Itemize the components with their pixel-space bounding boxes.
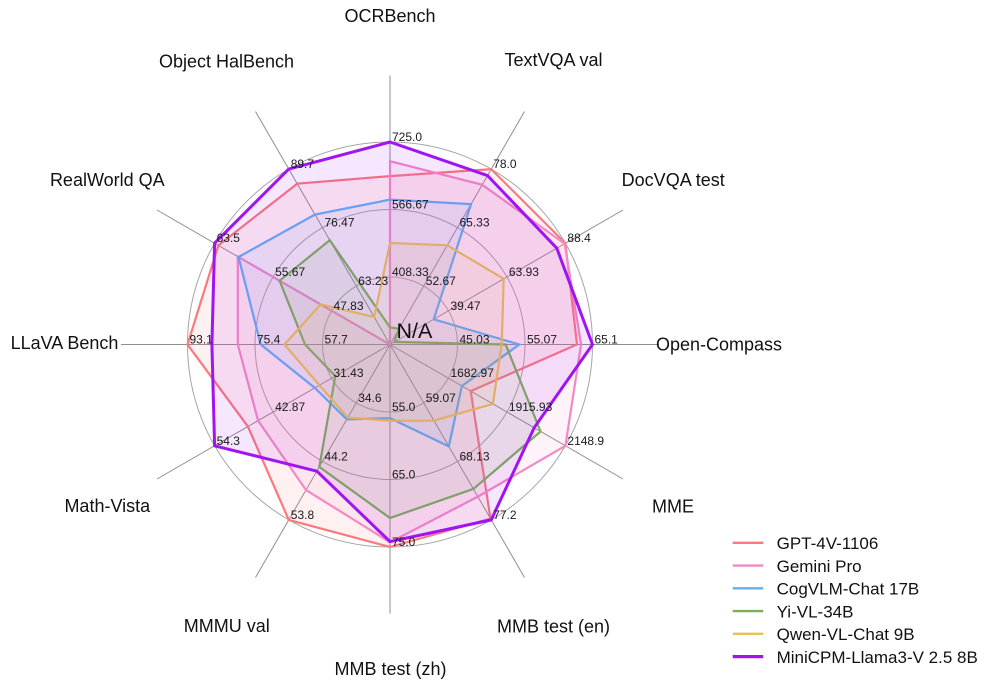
svg-text:65.0: 65.0	[392, 468, 416, 482]
svg-text:63.93: 63.93	[509, 265, 539, 279]
svg-text:93.1: 93.1	[190, 333, 214, 347]
svg-text:Object HalBench: Object HalBench	[159, 51, 294, 71]
svg-text:53.8: 53.8	[291, 508, 315, 522]
svg-text:55.0: 55.0	[392, 400, 416, 414]
svg-text:725.0: 725.0	[392, 130, 422, 144]
svg-text:GPT-4V-1106: GPT-4V-1106	[777, 534, 879, 553]
svg-text:MME: MME	[652, 497, 694, 517]
svg-text:MiniCPM-Llama3-V 2.5 8B: MiniCPM-Llama3-V 2.5 8B	[777, 648, 978, 667]
svg-text:39.47: 39.47	[451, 299, 481, 313]
svg-text:MMB test (en): MMB test (en)	[497, 616, 610, 636]
svg-text:34.6: 34.6	[358, 391, 382, 405]
svg-text:44.2: 44.2	[325, 449, 349, 463]
svg-text:N/A: N/A	[397, 319, 434, 343]
svg-text:59.07: 59.07	[426, 391, 456, 405]
svg-text:54.3: 54.3	[217, 434, 241, 448]
svg-text:57.7: 57.7	[325, 333, 349, 347]
svg-text:CogVLM-Chat 17B: CogVLM-Chat 17B	[777, 580, 920, 599]
svg-text:76.47: 76.47	[325, 216, 355, 230]
svg-text:75.0: 75.0	[392, 535, 416, 549]
svg-text:OCRBench: OCRBench	[344, 6, 435, 26]
svg-text:Qwen-VL-Chat 9B: Qwen-VL-Chat 9B	[777, 625, 915, 644]
svg-text:42.87: 42.87	[275, 400, 305, 414]
svg-text:47.83: 47.83	[334, 299, 364, 313]
svg-text:89.7: 89.7	[291, 157, 315, 171]
svg-text:55.67: 55.67	[275, 265, 305, 279]
svg-text:566.67: 566.67	[392, 198, 429, 212]
svg-text:75.4: 75.4	[257, 333, 281, 347]
svg-text:31.43: 31.43	[334, 366, 364, 380]
svg-text:45.03: 45.03	[460, 333, 490, 347]
svg-text:65.33: 65.33	[460, 216, 490, 230]
svg-text:63.23: 63.23	[358, 274, 388, 288]
svg-text:52.67: 52.67	[426, 274, 456, 288]
svg-text:1915.93: 1915.93	[509, 400, 553, 414]
svg-text:68.13: 68.13	[460, 449, 490, 463]
svg-text:2148.9: 2148.9	[567, 434, 604, 448]
svg-text:77.2: 77.2	[493, 508, 517, 522]
svg-text:LLaVA Bench: LLaVA Bench	[11, 333, 119, 353]
svg-text:65.1: 65.1	[595, 333, 619, 347]
svg-text:Yi-VL-34B: Yi-VL-34B	[777, 602, 854, 621]
svg-text:63.5: 63.5	[217, 231, 241, 245]
svg-text:78.0: 78.0	[493, 157, 517, 171]
svg-text:1682.97: 1682.97	[451, 366, 495, 380]
svg-text:MMB test (zh): MMB test (zh)	[334, 659, 446, 679]
svg-text:88.4: 88.4	[567, 231, 591, 245]
svg-text:Open-Compass: Open-Compass	[656, 335, 782, 355]
svg-text:Gemini Pro: Gemini Pro	[777, 557, 862, 576]
svg-text:DocVQA test: DocVQA test	[622, 170, 725, 190]
svg-text:55.07: 55.07	[527, 333, 557, 347]
svg-text:RealWorld QA: RealWorld QA	[50, 170, 165, 190]
svg-text:408.33: 408.33	[392, 265, 429, 279]
svg-text:MMMU val: MMMU val	[184, 616, 270, 636]
svg-text:Math-Vista: Math-Vista	[64, 496, 151, 516]
svg-text:TextVQA val: TextVQA val	[504, 50, 602, 70]
